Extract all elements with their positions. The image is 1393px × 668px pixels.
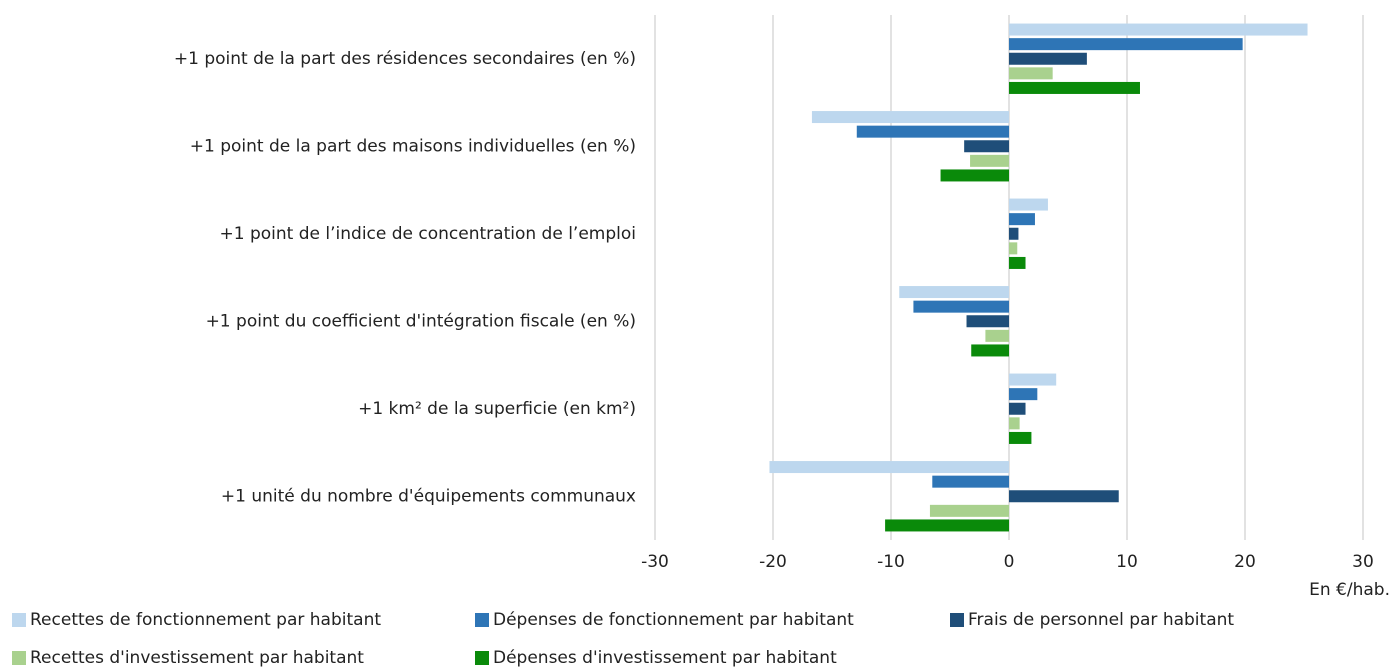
bar — [1009, 67, 1053, 80]
legend-label: Recettes d'investissement par habitant — [30, 648, 364, 668]
bar — [964, 140, 1009, 153]
bar — [932, 475, 1009, 488]
bar — [769, 461, 1009, 474]
legend-swatch — [12, 651, 26, 665]
x-tick-label: -30 — [641, 552, 669, 572]
bar — [1009, 38, 1243, 51]
bar — [966, 315, 1009, 328]
bar — [1009, 213, 1035, 226]
bar — [899, 286, 1009, 299]
bar — [913, 300, 1009, 313]
x-axis-label: En €/hab. — [1309, 580, 1390, 600]
bar — [971, 344, 1009, 357]
y-tick-label: +1 km² de la superficie (en km²) — [358, 399, 636, 419]
bar — [811, 111, 1009, 124]
bar — [1009, 402, 1026, 415]
y-tick-label: +1 point de l’indice de concentration de… — [220, 224, 636, 244]
bar — [1009, 490, 1119, 503]
legend-label: Frais de personnel par habitant — [968, 610, 1234, 630]
bar — [1009, 256, 1026, 269]
bar — [1009, 227, 1019, 240]
x-tick-label: 30 — [1352, 552, 1374, 572]
legend-swatch — [475, 613, 489, 627]
bar — [1009, 198, 1048, 211]
y-tick-label: +1 point de la part des maisons individu… — [190, 136, 636, 156]
legend-label: Recettes de fonctionnement par habitant — [30, 610, 381, 630]
bar — [929, 504, 1009, 517]
bar — [1009, 417, 1020, 430]
bar — [1009, 242, 1018, 255]
bar — [1009, 388, 1038, 401]
x-tick-label: 0 — [1004, 552, 1015, 572]
bar — [1009, 373, 1057, 386]
x-tick-label: -10 — [877, 552, 905, 572]
x-tick-label: 20 — [1234, 552, 1256, 572]
legend-swatch — [12, 613, 26, 627]
y-tick-label: +1 point de la part des résidences secon… — [174, 49, 636, 69]
y-tick-label: +1 unité du nombre d'équipements communa… — [221, 486, 636, 506]
legend-swatch — [950, 613, 964, 627]
y-tick-label: +1 point du coefficient d'intégration fi… — [206, 311, 636, 331]
bar — [1009, 431, 1032, 444]
bar — [1009, 81, 1140, 94]
legend-swatch — [475, 651, 489, 665]
legend-label: Dépenses d'investissement par habitant — [493, 648, 837, 668]
bar — [940, 169, 1009, 182]
bar — [1009, 52, 1087, 65]
bar — [885, 519, 1009, 532]
x-tick-label: 10 — [1116, 552, 1138, 572]
bar — [856, 125, 1009, 138]
bar — [1009, 23, 1308, 36]
legend-label: Dépenses de fonctionnement par habitant — [493, 610, 854, 630]
x-tick-label: -20 — [759, 552, 787, 572]
bar — [970, 154, 1009, 167]
bar — [985, 329, 1009, 342]
